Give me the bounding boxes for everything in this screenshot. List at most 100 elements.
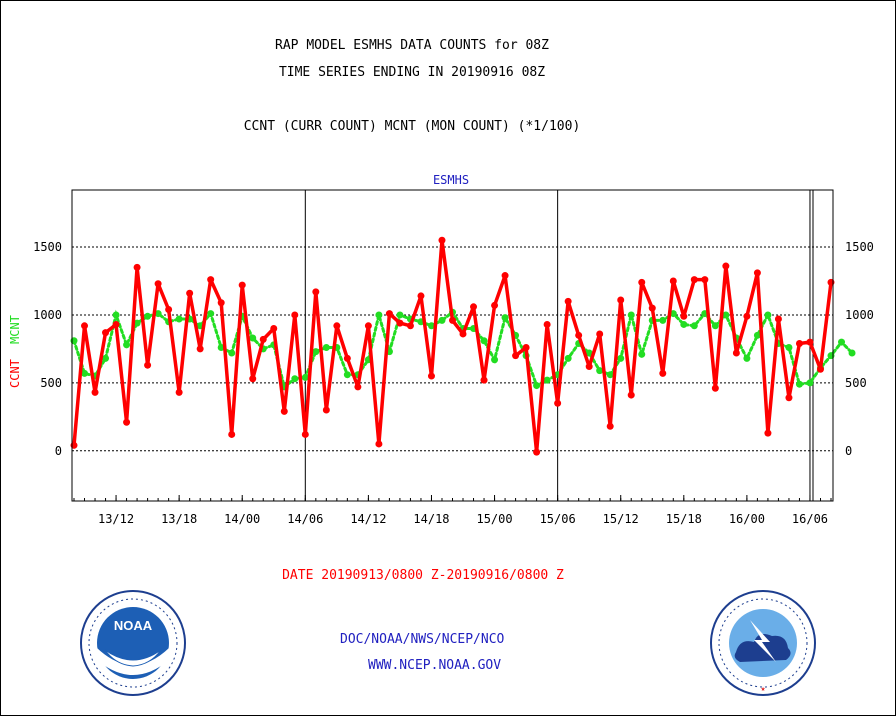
ccnt-point (270, 325, 278, 333)
ccnt-point (364, 322, 372, 330)
ccnt-point (480, 376, 488, 384)
y-tick-label-right: 1000 (845, 308, 874, 322)
ccnt-point (743, 312, 751, 320)
y-tick-label-left: 1500 (33, 240, 62, 254)
mcnt-point (690, 322, 698, 330)
ccnt-point (259, 335, 267, 343)
mcnt-point (753, 331, 761, 339)
ccnt-point (154, 280, 162, 288)
ccnt-point (322, 406, 330, 414)
mcnt-point (785, 344, 793, 352)
mcnt-point (228, 349, 236, 357)
x-tick-label: 14/00 (224, 512, 260, 526)
x-tick-label: 14/06 (287, 512, 323, 526)
ccnt-point (217, 299, 225, 307)
ccnt-point (196, 345, 204, 353)
mcnt-point (838, 338, 846, 346)
y-tick-label-left: 500 (40, 376, 62, 390)
ccnt-point (102, 329, 110, 337)
mcnt-point (322, 344, 330, 352)
x-tick-label: 16/00 (729, 512, 765, 526)
chart-title-line-2: TIME SERIES ENDING IN 20190916 08Z (278, 65, 546, 80)
mcnt-point (501, 314, 509, 322)
x-tick-label: 14/12 (350, 512, 386, 526)
ccnt-point (291, 311, 299, 319)
ccnt-point (690, 276, 698, 284)
ccnt-point (564, 297, 572, 305)
mcnt-point (680, 320, 688, 328)
x-tick-label: 16/06 (792, 512, 828, 526)
ccnt-point (280, 407, 288, 415)
ccnt-point (711, 384, 719, 392)
mcnt-point (207, 310, 215, 318)
mcnt-point (848, 349, 856, 357)
ccnt-point (585, 363, 593, 371)
mcnt-point (291, 375, 299, 383)
ccnt-point (165, 306, 173, 314)
x-tick-label: 14/18 (413, 512, 449, 526)
ccnt-point (522, 344, 530, 352)
ccnt-point (732, 349, 740, 357)
svg-text:NOAA: NOAA (114, 618, 153, 633)
chart-title-line-1: RAP MODEL ESMHS DATA COUNTS for 08Z (275, 38, 549, 53)
mcnt-point (722, 311, 730, 319)
ccnt-point (764, 429, 772, 437)
mcnt-point (102, 354, 110, 362)
mcnt-point (627, 311, 635, 319)
ccnt-point (112, 320, 120, 328)
mcnt-point (343, 371, 351, 379)
ccnt-point (470, 303, 478, 311)
mcnt-point (764, 311, 772, 319)
mcnt-point (585, 349, 593, 357)
ccnt-point (512, 352, 520, 360)
ccnt-point (638, 278, 646, 286)
mcnt-point (606, 371, 614, 379)
mcnt-point (596, 367, 604, 375)
ccnt-point (343, 354, 351, 362)
y-tick-label-left: 1000 (33, 308, 62, 322)
ccnt-point (501, 272, 509, 280)
mcnt-point (659, 316, 667, 324)
ccnt-point (333, 322, 341, 330)
y-axis-label-ccnt: CCNT (8, 359, 22, 388)
mcnt-point (564, 354, 572, 362)
ccnt-point (249, 375, 257, 383)
x-tick-label: 13/18 (161, 512, 197, 526)
ccnt-point (385, 310, 393, 318)
mcnt-point (249, 334, 257, 342)
x-tick-label: 15/18 (666, 512, 702, 526)
noaa-logo-icon: NOAA (80, 590, 186, 696)
x-tick-label: 15/00 (476, 512, 512, 526)
mcnt-point (795, 380, 803, 388)
mcnt-point (375, 311, 383, 319)
ccnt-point (81, 322, 89, 330)
ccnt-point (427, 372, 435, 380)
mcnt-point (806, 379, 814, 387)
mcnt-point (154, 310, 162, 318)
mcnt-point (743, 354, 751, 362)
plot-area-border (71, 189, 834, 502)
mcnt-point (533, 382, 541, 390)
ccnt-point (449, 316, 456, 324)
ccnt-point (785, 394, 793, 402)
ccnt-point (543, 320, 551, 328)
ccnt-point (795, 339, 803, 347)
mcnt-point (480, 337, 488, 345)
mcnt-point (396, 311, 404, 319)
mcnt-point (81, 369, 89, 377)
mcnt-point (175, 315, 183, 323)
ccnt-point (753, 269, 761, 277)
ccnt-point (144, 361, 152, 369)
ccnt-point (175, 388, 183, 396)
ccnt-point (228, 430, 236, 438)
y-tick-label-right: 500 (845, 376, 867, 390)
ccnt-point (659, 369, 667, 377)
ccnt-point (596, 330, 604, 338)
ccnt-point (354, 383, 362, 391)
ccnt-point (301, 430, 309, 438)
credit-line-2: WWW.NCEP.NOAA.GOV (368, 658, 502, 673)
ccnt-point (816, 365, 824, 373)
svg-text:★: ★ (761, 684, 766, 693)
ccnt-point (207, 276, 215, 284)
